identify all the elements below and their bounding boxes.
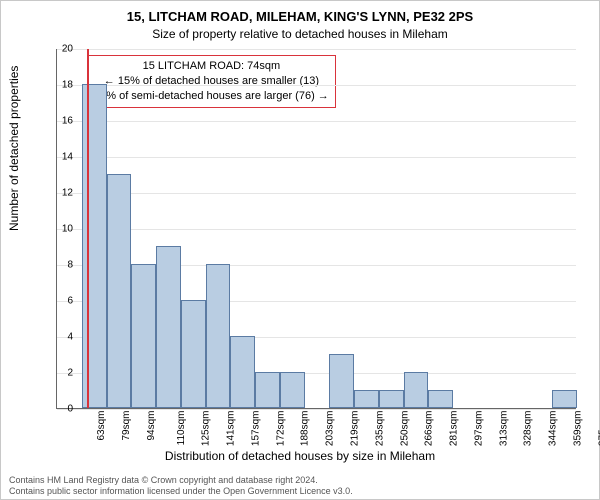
y-tick-label: 0: [67, 404, 73, 415]
annotation-line-2: ← 15% of detached houses are smaller (13…: [94, 74, 329, 89]
x-tick-label: 188sqm: [300, 411, 311, 447]
x-tick-label: 94sqm: [146, 411, 157, 441]
gridline: [57, 85, 576, 86]
y-tick-label: 16: [62, 116, 73, 127]
annotation-box: 15 LITCHAM ROAD: 74sqm ← 15% of detached…: [87, 55, 336, 108]
x-tick-label: 297sqm: [473, 411, 484, 447]
y-tick-label: 2: [67, 368, 73, 379]
y-tick-label: 10: [62, 224, 73, 235]
plot-area: 15 LITCHAM ROAD: 74sqm ← 15% of detached…: [56, 49, 576, 409]
x-tick-label: 203sqm: [325, 411, 336, 447]
histogram-bar: [255, 372, 280, 408]
gridline: [57, 49, 576, 50]
footer-line-2: Contains public sector information licen…: [9, 486, 591, 497]
y-tick-label: 8: [67, 260, 73, 271]
footer-attribution: Contains HM Land Registry data © Crown c…: [9, 475, 591, 498]
x-tick-label: 313sqm: [498, 411, 509, 447]
histogram-bar: [552, 390, 577, 408]
histogram-bar: [181, 300, 206, 408]
histogram-bar: [107, 174, 132, 408]
x-tick-label: 157sqm: [251, 411, 262, 447]
gridline: [57, 229, 576, 230]
y-tick-label: 12: [62, 188, 73, 199]
x-tick-label: 110sqm: [176, 411, 187, 446]
x-tick-label: 63sqm: [96, 411, 107, 441]
x-tick-label: 250sqm: [399, 411, 410, 447]
y-tick-label: 20: [62, 44, 73, 55]
y-tick-label: 4: [67, 332, 73, 343]
x-tick-label: 172sqm: [275, 411, 286, 447]
x-tick-label: 79sqm: [121, 411, 132, 441]
x-tick-label: 359sqm: [572, 411, 583, 447]
histogram-bar: [329, 354, 354, 408]
x-tick-label: 235sqm: [374, 411, 385, 447]
x-tick-label: 125sqm: [201, 411, 212, 447]
histogram-bar: [379, 390, 404, 408]
y-axis-label: Number of detached properties: [7, 66, 21, 231]
x-axis-label: Distribution of detached houses by size …: [1, 449, 599, 463]
chart-title-sub: Size of property relative to detached ho…: [1, 27, 599, 41]
histogram-bar: [354, 390, 379, 408]
x-tick-label: 219sqm: [350, 411, 361, 447]
histogram-bar: [428, 390, 453, 408]
histogram-bar: [280, 372, 305, 408]
x-tick-label: 328sqm: [523, 411, 534, 447]
footer-line-1: Contains HM Land Registry data © Crown c…: [9, 475, 591, 486]
gridline: [57, 121, 576, 122]
x-tick-label: 344sqm: [548, 411, 559, 447]
gridline: [57, 193, 576, 194]
x-tick-label: 281sqm: [449, 411, 460, 447]
y-tick-label: 18: [62, 80, 73, 91]
annotation-line-1: 15 LITCHAM ROAD: 74sqm: [94, 59, 329, 74]
gridline: [57, 157, 576, 158]
x-tick-label: 266sqm: [424, 411, 435, 447]
histogram-bar: [404, 372, 429, 408]
histogram-bar: [230, 336, 255, 408]
x-tick-label: 141sqm: [226, 411, 237, 447]
histogram-bar: [206, 264, 231, 408]
chart-title-main: 15, LITCHAM ROAD, MILEHAM, KING'S LYNN, …: [1, 9, 599, 24]
marker-line: [87, 49, 89, 408]
y-tick-label: 6: [67, 296, 73, 307]
y-tick-label: 14: [62, 152, 73, 163]
histogram-bar: [156, 246, 181, 408]
histogram-bar: [82, 84, 107, 408]
histogram-bar: [131, 264, 156, 408]
annotation-line-3: 85% of semi-detached houses are larger (…: [94, 89, 329, 104]
